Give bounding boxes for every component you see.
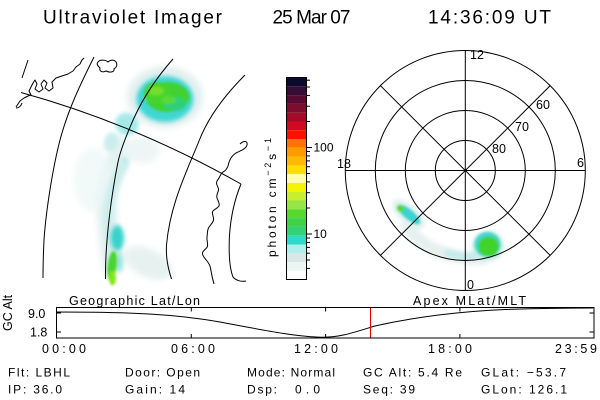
svg-text:14:36:09 UT: 14:36:09 UT [428, 8, 551, 29]
svg-text:Mode: Normal: Mode: Normal [247, 366, 335, 380]
svg-text:photon cm−2s−1: photon cm−2s−1 [263, 138, 279, 257]
svg-text:0.0: 0.0 [295, 383, 320, 397]
svg-text:12: 12 [470, 48, 484, 62]
svg-text:Ultraviolet Imager: Ultraviolet Imager [43, 8, 223, 29]
svg-text:Gain: 14: Gain: 14 [125, 383, 185, 397]
svg-text:18:00: 18:00 [428, 342, 472, 356]
svg-text:GLat: −53.7: GLat: −53.7 [481, 366, 566, 380]
svg-text:60: 60 [536, 98, 550, 112]
svg-text:Apex MLat/MLT: Apex MLat/MLT [413, 294, 526, 308]
svg-text:10: 10 [314, 227, 328, 241]
svg-text:23:59: 23:59 [555, 342, 597, 356]
svg-text:Door: Open: Door: Open [125, 366, 200, 380]
svg-text:18: 18 [337, 157, 351, 171]
svg-text:IP: 36.0: IP: 36.0 [8, 383, 62, 397]
svg-text:Seq: 39: Seq: 39 [363, 383, 415, 397]
svg-text:0: 0 [467, 278, 474, 292]
svg-text:00:00: 00:00 [42, 342, 86, 356]
svg-text:100: 100 [314, 141, 334, 155]
svg-text:6: 6 [577, 156, 584, 170]
svg-text:80: 80 [492, 142, 506, 156]
svg-text:GC Alt: GC Alt [1, 294, 15, 331]
svg-text:Dsp:: Dsp: [247, 383, 277, 397]
svg-text:70: 70 [515, 120, 529, 134]
svg-text:GC Alt: 5.4 Re: GC Alt: 5.4 Re [363, 366, 462, 380]
svg-text:06:00: 06:00 [171, 342, 215, 356]
svg-text:12:00: 12:00 [294, 342, 338, 356]
svg-text:Geographic Lat/Lon: Geographic Lat/Lon [69, 294, 200, 308]
svg-text:1.8: 1.8 [30, 326, 47, 340]
svg-text:GLon: 126.1: GLon: 126.1 [481, 383, 567, 397]
svg-text:Flt: LBHL: Flt: LBHL [8, 366, 70, 380]
svg-text:9.0: 9.0 [28, 307, 45, 321]
svg-text:25 Mar 07: 25 Mar 07 [273, 8, 351, 29]
